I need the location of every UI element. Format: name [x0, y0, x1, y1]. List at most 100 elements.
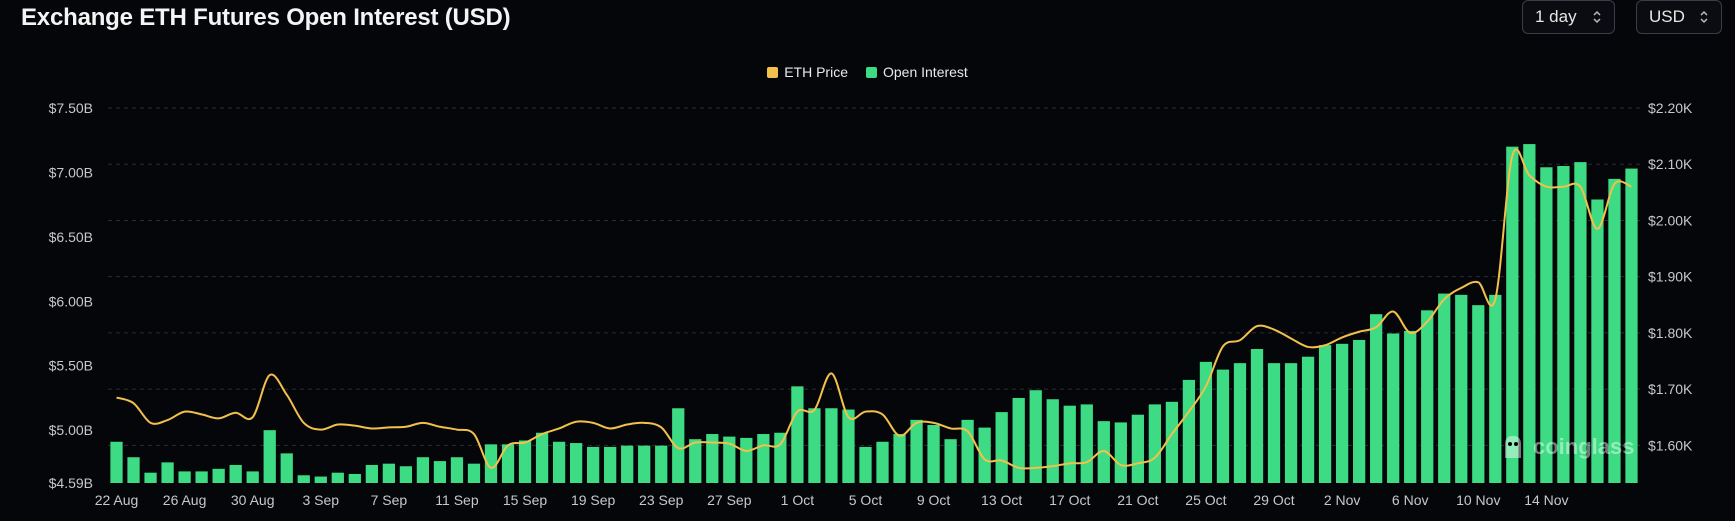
legend-item-open-interest[interactable]: Open Interest — [865, 64, 968, 80]
open-interest-bar[interactable] — [757, 434, 770, 483]
open-interest-bar[interactable] — [842, 409, 855, 483]
open-interest-bar[interactable] — [229, 464, 242, 483]
open-interest-bar[interactable] — [1046, 399, 1059, 483]
open-interest-bar[interactable] — [604, 446, 617, 483]
x-tick-label: 1 Oct — [781, 492, 815, 508]
open-interest-bar[interactable] — [1165, 401, 1179, 483]
open-interest-bar[interactable] — [808, 408, 821, 483]
open-interest-bar[interactable] — [1472, 305, 1485, 483]
open-interest-bar[interactable] — [1438, 293, 1451, 483]
open-interest-bar[interactable] — [399, 466, 413, 483]
open-interest-bar[interactable] — [297, 475, 310, 483]
open-interest-bar[interactable] — [1353, 339, 1366, 483]
open-interest-bar[interactable] — [1404, 330, 1417, 483]
open-interest-bar[interactable] — [1625, 168, 1638, 483]
open-interest-bar[interactable] — [1148, 404, 1161, 483]
open-interest-bar[interactable] — [1012, 397, 1025, 483]
open-interest-bar[interactable] — [416, 457, 430, 483]
open-interest-bar[interactable] — [1250, 348, 1264, 483]
open-interest-bar[interactable] — [723, 436, 736, 483]
open-interest-bar[interactable] — [569, 443, 583, 483]
open-interest-bar[interactable] — [825, 408, 838, 483]
open-interest-bar[interactable] — [1523, 144, 1536, 484]
open-interest-bar[interactable] — [1574, 162, 1587, 483]
x-tick-label: 30 Aug — [231, 492, 275, 508]
interval-select[interactable]: 1 day — [1522, 0, 1615, 34]
open-interest-bar[interactable] — [995, 412, 1008, 483]
unit-select[interactable]: USD — [1636, 0, 1722, 34]
open-interest-bar[interactable] — [552, 441, 566, 483]
open-interest-bar[interactable] — [450, 457, 464, 483]
open-interest-bar[interactable] — [1284, 363, 1298, 483]
open-interest-bar[interactable] — [1421, 310, 1434, 483]
open-interest-bar[interactable] — [740, 437, 753, 483]
open-interest-bar[interactable] — [1557, 165, 1570, 483]
open-interest-bar[interactable] — [638, 445, 651, 483]
open-interest-bar[interactable] — [195, 471, 208, 483]
open-interest-bar[interactable] — [280, 453, 293, 483]
unit-value: USD — [1649, 7, 1685, 26]
open-interest-bar[interactable] — [365, 464, 378, 483]
open-interest-bar[interactable] — [672, 408, 685, 483]
open-interest-bar[interactable] — [706, 434, 719, 483]
open-interest-bar[interactable] — [1335, 343, 1349, 483]
open-interest-bar[interactable] — [501, 444, 515, 483]
open-interest-bar[interactable] — [161, 462, 174, 483]
eth-price-line[interactable] — [116, 148, 1632, 470]
open-interest-bar[interactable] — [467, 463, 481, 483]
open-interest-bar[interactable] — [1591, 199, 1604, 483]
open-interest-bar[interactable] — [314, 476, 327, 483]
open-interest-bar[interactable] — [433, 461, 447, 483]
open-interest-bar[interactable] — [246, 471, 259, 483]
open-interest-bar[interactable] — [621, 445, 634, 483]
open-interest-bar[interactable] — [1131, 414, 1144, 483]
open-interest-bar[interactable] — [1540, 167, 1553, 483]
open-interest-bar[interactable] — [1080, 404, 1093, 483]
open-interest-bar[interactable] — [382, 463, 395, 483]
open-interest-bar[interactable] — [518, 440, 532, 483]
open-interest-bar[interactable] — [144, 472, 157, 483]
y-right-tick-label: $2.10K — [1648, 156, 1693, 172]
open-interest-bar[interactable] — [127, 457, 140, 483]
open-interest-bar[interactable] — [1387, 333, 1400, 483]
open-interest-bar[interactable] — [1318, 345, 1332, 483]
open-interest-bar[interactable] — [1608, 178, 1621, 483]
open-interest-bar[interactable] — [1370, 314, 1383, 483]
open-interest-bar[interactable] — [348, 473, 361, 483]
open-interest-bar[interactable] — [110, 441, 123, 483]
open-interest-bar[interactable] — [893, 434, 906, 483]
open-interest-bar[interactable] — [331, 472, 344, 483]
open-interest-bar[interactable] — [978, 427, 991, 483]
open-interest-bar[interactable] — [910, 419, 923, 483]
x-tick-label: 5 Oct — [849, 492, 883, 508]
open-interest-bar[interactable] — [587, 446, 600, 483]
open-interest-bar[interactable] — [944, 439, 957, 483]
open-interest-bar[interactable] — [927, 425, 940, 483]
open-interest-bar[interactable] — [535, 432, 549, 483]
open-interest-bar[interactable] — [1029, 390, 1042, 483]
open-interest-bar[interactable] — [1455, 294, 1468, 483]
open-interest-bar[interactable] — [1063, 405, 1076, 483]
open-interest-bar[interactable] — [774, 432, 787, 483]
open-interest-bar[interactable] — [1506, 146, 1519, 483]
open-interest-bar[interactable] — [212, 468, 225, 483]
x-tick-label: 10 Nov — [1456, 492, 1500, 508]
open-interest-bar[interactable] — [859, 446, 872, 483]
open-interest-bar[interactable] — [178, 471, 191, 483]
legend-item-eth-price[interactable]: ETH Price — [767, 64, 848, 80]
open-interest-bar[interactable] — [655, 445, 668, 483]
open-interest-bar[interactable] — [1301, 356, 1315, 483]
open-interest-bar[interactable] — [1233, 363, 1247, 483]
open-interest-bar[interactable] — [484, 444, 498, 483]
open-interest-bar[interactable] — [689, 439, 702, 483]
open-interest-bar[interactable] — [1199, 361, 1213, 483]
open-interest-bar[interactable] — [1216, 369, 1230, 483]
open-interest-bar[interactable] — [1267, 363, 1281, 483]
open-interest-bar[interactable] — [791, 386, 804, 483]
open-interest-bar[interactable] — [263, 430, 276, 483]
open-interest-bar[interactable] — [1114, 422, 1127, 483]
open-interest-bar[interactable] — [876, 441, 889, 483]
open-interest-bar[interactable] — [1097, 421, 1110, 483]
open-interest-bar[interactable] — [1489, 294, 1502, 483]
open-interest-bar[interactable] — [1182, 379, 1196, 483]
